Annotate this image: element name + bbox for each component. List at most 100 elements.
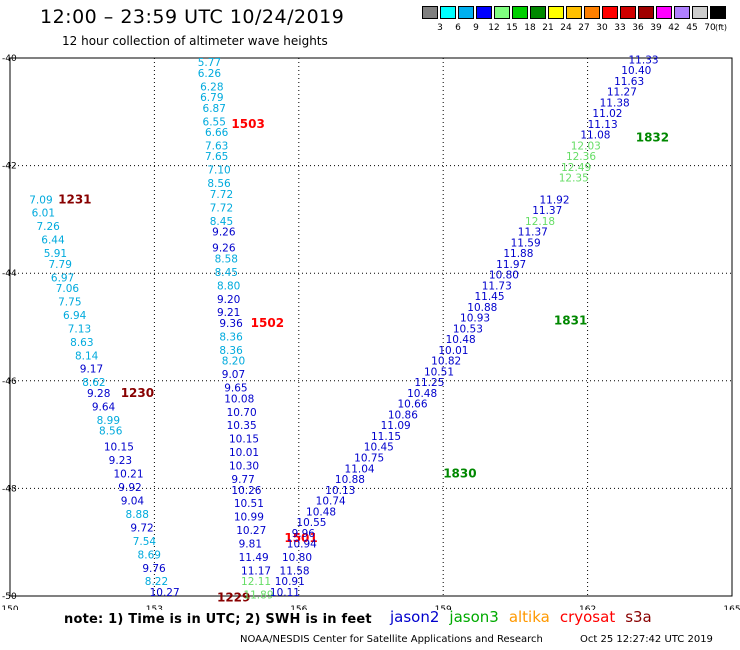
color-legend-label: 45 (686, 23, 698, 33)
wave-height-value: 11.97 (496, 259, 526, 271)
color-legend-label: 24 (560, 23, 572, 33)
wave-height-value: 9.28 (87, 388, 110, 400)
wave-height-value: 10.35 (227, 420, 257, 432)
x-tick-label: 150 (1, 605, 18, 610)
wave-height-value: 8.20 (222, 356, 245, 368)
wave-height-value: 9.07 (222, 369, 245, 381)
wave-height-value: 9.92 (118, 482, 141, 494)
y-tick-label: -46 (2, 377, 17, 387)
color-legend-label: 21 (542, 23, 554, 33)
color-legend-label: 3 (437, 23, 443, 33)
y-tick-label: -42 (2, 162, 17, 172)
wave-height-value: 8.36 (219, 331, 243, 343)
color-legend-swatch (422, 6, 438, 19)
wave-height-value: 7.63 (205, 140, 228, 152)
wave-height-value: 10.93 (460, 313, 490, 325)
color-legend-label: 18 (524, 23, 536, 33)
pass-time-label: 1501 (284, 531, 317, 545)
wave-height-value: 11.08 (580, 130, 610, 142)
wave-height-value: 9.21 (217, 307, 240, 319)
wave-height-value: 8.80 (217, 280, 240, 292)
wave-height-value: 10.94 (287, 539, 317, 551)
wave-height-value: 12.36 (566, 151, 596, 163)
pass-time-label: 1831 (554, 313, 587, 327)
color-legend-swatch (476, 6, 492, 19)
x-tick-label: 159 (435, 605, 452, 610)
legend-jason3: jason3 (449, 608, 499, 626)
wave-height-value: 11.09 (381, 420, 411, 432)
wave-height-value: 9.96 (292, 528, 316, 540)
color-legend-swatch (656, 6, 672, 19)
y-tick-label: -48 (2, 484, 17, 494)
wave-height-value: 10.45 (364, 442, 394, 454)
wave-height-value: 6.55 (203, 116, 226, 128)
plot-frame (9, 57, 733, 597)
wave-height-value: 10.99 (234, 512, 264, 524)
wave-height-value: 12.18 (525, 216, 555, 228)
wave-height-value: 10.70 (227, 407, 257, 419)
legend-altika: altika (508, 608, 550, 626)
wave-height-plot: 150 153 156 159 162 165 -40 -42 -44 -46 -48 -50 7.09… (1, 54, 740, 610)
wave-height-value: 7.72 (210, 189, 233, 201)
wave-height-value: 7.06 (56, 283, 80, 295)
wave-height-value: 10.40 (621, 65, 651, 77)
wave-height-value: 12.11 (241, 576, 271, 588)
wave-height-value: 6.94 (63, 310, 87, 322)
wave-height-value: 9.81 (239, 539, 262, 551)
wave-height-value: 10.66 (397, 399, 427, 411)
wave-height-value: 9.17 (80, 364, 103, 376)
wave-height-value: 7.10 (207, 165, 230, 177)
wave-height-value: 10.13 (325, 485, 355, 497)
footer-timestamp: Oct 25 12:27:42 UTC 2019 (580, 634, 713, 645)
wave-height-value: 7.65 (205, 151, 228, 163)
color-legend-label: 12 (488, 23, 500, 33)
wave-height-value: 10.15 (229, 434, 259, 446)
wave-height-value: 7.09 (29, 194, 52, 206)
wave-height-value: 7.13 (68, 323, 91, 335)
x-tick-label: 153 (146, 605, 163, 610)
pass-time-label: 1830 (443, 467, 476, 481)
wave-height-value: 9.77 (231, 474, 254, 486)
wave-height-value: 6.01 (32, 208, 55, 220)
color-legend-label: 6 (455, 23, 461, 33)
wave-height-value: 6.66 (205, 127, 229, 139)
pass-time-label: 1231 (58, 192, 91, 206)
wave-height-value: 5.77 (198, 57, 221, 69)
pass-time-label: 1229 (217, 590, 250, 604)
wave-height-value: 8.88 (126, 509, 149, 521)
color-legend-swatch (530, 6, 546, 19)
wave-height-value: 12.49 (561, 162, 591, 174)
wave-height-value: 6.44 (41, 235, 65, 247)
wave-height-value: 11.37 (518, 227, 548, 239)
wave-height-value: 11.89 (243, 590, 273, 602)
wave-height-value: 10.75 (354, 453, 384, 465)
color-legend-swatch (512, 6, 528, 19)
wave-height-value: 8.36 (219, 345, 243, 357)
wave-height-value: 10.88 (467, 302, 497, 314)
wave-height-value: 11.13 (588, 119, 618, 131)
color-legend-swatch (566, 6, 582, 19)
wave-height-value: 10.01 (438, 345, 468, 357)
wave-height-value: 10.27 (150, 587, 180, 599)
wave-height-value: 9.64 (92, 401, 116, 413)
chart-title: 12:00 – 23:59 UTC 10/24/2019 (40, 6, 345, 28)
color-legend-swatch (602, 6, 618, 19)
wave-height-value: 11.59 (511, 237, 541, 249)
color-legend-swatch (584, 6, 600, 19)
y-tick-label: -44 (2, 269, 17, 279)
wave-height-value: 10.48 (306, 506, 336, 518)
wave-height-value: 8.22 (145, 576, 168, 588)
color-legend-label: 33 (614, 23, 626, 33)
satellite-legend: jason2 jason3 altika cryosat s3a (390, 608, 662, 626)
wave-height-value: 9.36 (219, 318, 243, 330)
wave-height-value: 9.76 (142, 563, 166, 575)
color-legend-swatch (548, 6, 564, 19)
wave-height-value: 11.15 (371, 431, 401, 443)
wave-height-value: 11.63 (614, 76, 644, 88)
wave-height-value: 9.65 (224, 383, 247, 395)
wave-height-value: 11.58 (280, 565, 310, 577)
wave-height-value: 6.26 (198, 68, 222, 80)
color-legend-unit: (ft) (715, 23, 728, 32)
wave-height-value: 11.37 (532, 205, 562, 217)
wave-height-value: 11.33 (629, 54, 659, 66)
